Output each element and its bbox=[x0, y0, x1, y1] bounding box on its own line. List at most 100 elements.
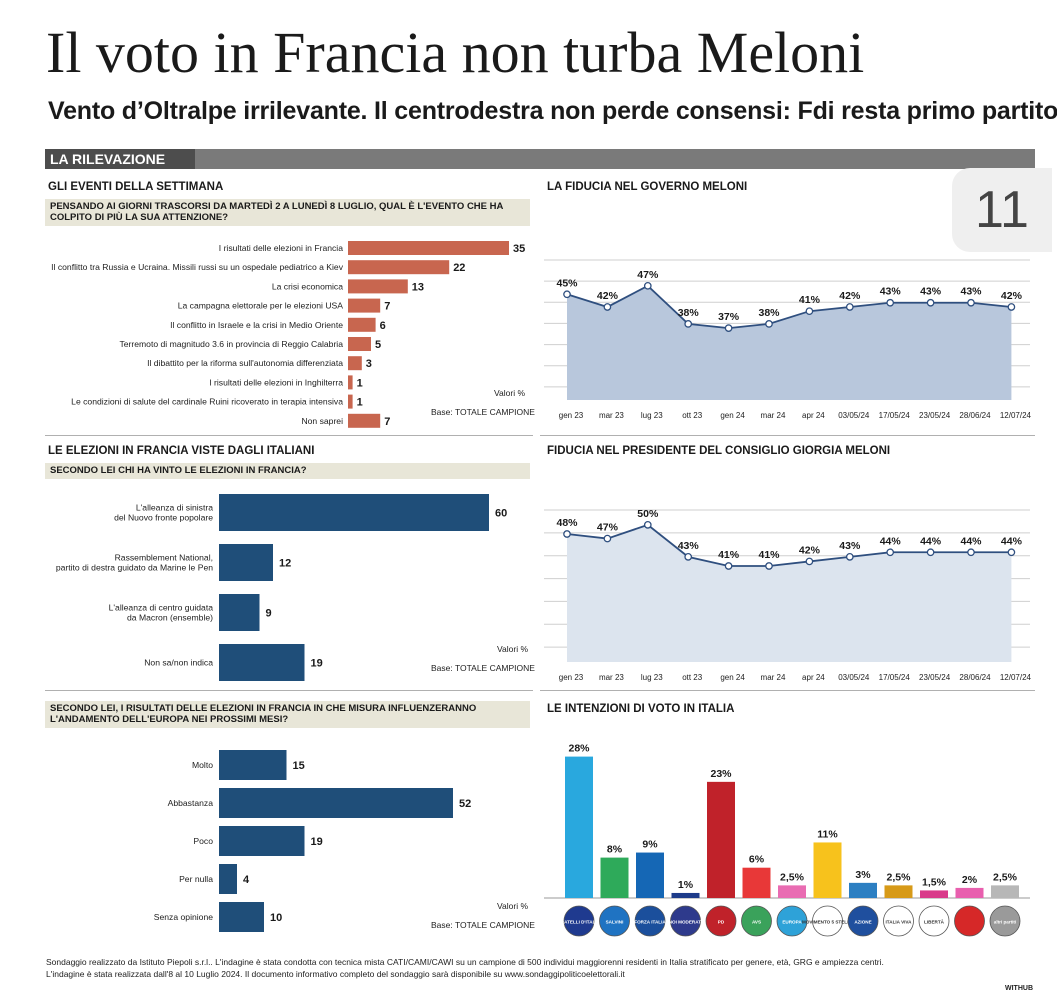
data-point bbox=[845, 553, 854, 561]
bar bbox=[348, 337, 371, 351]
section-label: LA RILEVAZIONE bbox=[45, 149, 195, 169]
data-point bbox=[926, 548, 935, 557]
bar-value: 35 bbox=[513, 243, 525, 255]
data-label: 43% bbox=[960, 286, 982, 298]
data-point bbox=[765, 562, 773, 570]
bar-value: 10 bbox=[270, 912, 282, 924]
eventi-title: GLI EVENTI DELLA SETTIMANA bbox=[48, 181, 224, 193]
bar-label: Molto bbox=[192, 760, 213, 770]
bar-label: La crisi economica bbox=[272, 281, 343, 291]
x-tick-label: lug 23 bbox=[641, 673, 663, 682]
bar-value: 19 bbox=[311, 658, 323, 670]
bar-label: Poco bbox=[193, 836, 213, 846]
data-label: 42% bbox=[1001, 290, 1023, 302]
area-fill bbox=[567, 524, 1012, 662]
bar bbox=[348, 317, 376, 332]
x-tick-label: mar 24 bbox=[761, 411, 786, 420]
bar bbox=[348, 298, 381, 313]
party-logo-text: NOI MODERATI bbox=[669, 920, 703, 925]
bar-value: 1 bbox=[357, 377, 363, 389]
party-logo-text: FORZA ITALIA bbox=[634, 920, 666, 925]
divider bbox=[45, 690, 533, 691]
party-logo-icon bbox=[599, 905, 630, 937]
data-label: 41% bbox=[718, 549, 740, 561]
data-label: 43% bbox=[920, 286, 942, 298]
bar-value: 23% bbox=[710, 768, 732, 780]
bar-value: 7 bbox=[384, 416, 390, 428]
x-tick-label: mar 23 bbox=[599, 411, 624, 420]
bar bbox=[955, 887, 984, 898]
bar-value: 1,5% bbox=[922, 876, 947, 888]
party-logo-text: FRATELLI D'ITALIA bbox=[558, 920, 601, 925]
bar bbox=[636, 852, 664, 898]
data-point bbox=[563, 290, 571, 299]
bar bbox=[219, 788, 453, 818]
party-logo-icon bbox=[847, 905, 879, 937]
x-tick-label: mar 23 bbox=[599, 673, 624, 682]
data-label: 42% bbox=[799, 544, 821, 556]
party-logo-text: MOVIMENTO 5 STELLE bbox=[802, 920, 853, 925]
bar-label: I risultati delle elezioni in Francia bbox=[219, 243, 343, 253]
data-label: 47% bbox=[637, 269, 659, 281]
x-tick-label: 03/05/24 bbox=[838, 673, 870, 682]
bar bbox=[849, 882, 877, 898]
footer-brand: WITHUB bbox=[1005, 985, 1033, 992]
data-label: 44% bbox=[960, 535, 982, 547]
data-point bbox=[603, 534, 612, 543]
data-label: 37% bbox=[718, 311, 740, 323]
bar bbox=[600, 857, 629, 898]
data-point bbox=[765, 320, 773, 328]
data-label: 48% bbox=[556, 517, 578, 529]
bar bbox=[348, 375, 353, 390]
francia-title: LE ELEZIONI IN FRANCIA VISTE DAGLI ITALI… bbox=[48, 445, 315, 457]
data-label: 45% bbox=[556, 277, 578, 289]
bar-value: 9 bbox=[266, 608, 272, 620]
data-point bbox=[684, 553, 693, 561]
bar bbox=[348, 260, 450, 275]
divider bbox=[540, 690, 1035, 691]
bar-value: 1% bbox=[678, 879, 694, 891]
bar-value: 5 bbox=[375, 339, 381, 351]
data-point bbox=[886, 548, 895, 557]
bar bbox=[991, 885, 1019, 898]
data-point bbox=[1007, 303, 1016, 311]
data-point bbox=[724, 324, 733, 332]
x-tick-label: 12/07/24 bbox=[1000, 673, 1032, 682]
party-logo-text: LIBERTÀ bbox=[924, 919, 945, 925]
bar-label: Non saprei bbox=[301, 416, 343, 426]
x-tick-label: 03/05/24 bbox=[838, 411, 870, 420]
bar-value: 6 bbox=[380, 320, 386, 332]
party-logo-text: altri partiti bbox=[994, 920, 1016, 925]
bar-label: Il dibattito per la riforma sull'autonom… bbox=[147, 358, 343, 368]
bar-label: Abbastanza bbox=[168, 798, 214, 808]
bar-value: 60 bbox=[495, 508, 507, 520]
x-tick-label: ott 23 bbox=[682, 673, 703, 682]
bar bbox=[348, 279, 408, 294]
bar bbox=[348, 413, 381, 428]
party-logo-icon bbox=[989, 905, 1021, 937]
footer-line-1: Sondaggio realizzato da Istituto Piepoli… bbox=[46, 957, 884, 967]
party-logo-text: ITALIA VIVA bbox=[886, 920, 913, 925]
bar-label: da Macron (ensemble) bbox=[127, 613, 213, 623]
party-logo-text: EUROPA bbox=[782, 920, 802, 925]
bar-value: 19 bbox=[311, 836, 323, 848]
francia-base: Base: TOTALE CAMPIONE bbox=[431, 663, 535, 673]
data-label: 41% bbox=[758, 549, 780, 561]
data-point bbox=[603, 303, 612, 311]
bar-value: 2,5% bbox=[993, 871, 1018, 883]
governo-title: LA FIDUCIA NEL GOVERNO MELONI bbox=[547, 181, 748, 193]
bar bbox=[778, 885, 806, 898]
europa-valori: Valori % bbox=[497, 901, 529, 911]
eventi-valori: Valori % bbox=[494, 388, 526, 398]
bar-value: 15 bbox=[293, 760, 305, 772]
bar bbox=[219, 544, 273, 581]
bar-value: 11% bbox=[817, 828, 838, 840]
europa-base: Base: TOTALE CAMPIONE bbox=[431, 920, 535, 930]
series-line bbox=[566, 523, 1012, 567]
data-point bbox=[643, 521, 652, 529]
europa-question: SECONDO LEI, I RISULTATI DELLE ELEZIONI … bbox=[45, 701, 530, 728]
data-point bbox=[926, 298, 935, 307]
bar-label: Rassemblement National, bbox=[115, 553, 213, 563]
eventi-chart: I risultati delle elezioni in Francia 35 I… bbox=[51, 241, 525, 428]
